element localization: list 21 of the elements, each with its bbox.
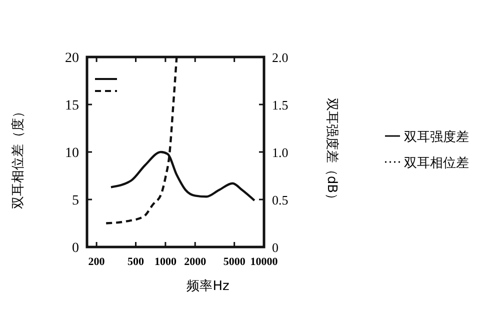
x-tick-label: 10000 (250, 256, 278, 268)
x-axis-title: 频率Hz (186, 278, 230, 294)
y-axis-title: 双耳相位差（度） (10, 105, 26, 209)
y2-tick-label: 1.5 (272, 98, 288, 112)
y2-tick-label: 1.0 (272, 145, 288, 160)
x-tick-label: 5000 (223, 256, 246, 268)
legend-label: 双耳相位差 (404, 156, 469, 171)
y2-tick-label: 0.5 (272, 192, 288, 208)
x-tick-label: 200 (88, 256, 106, 268)
y-tick-label: 10 (65, 146, 79, 161)
x-tick-label: 500 (128, 256, 145, 268)
y-tick-label: 20 (65, 51, 79, 66)
legend-label: 双耳强度差 (404, 129, 469, 145)
y2-tick-label: 2.0 (272, 50, 288, 65)
x-tick-label: 2000 (184, 256, 207, 268)
y-tick-label: 15 (65, 98, 79, 114)
y2-axis-title: 双耳强度差（dB） (324, 98, 340, 206)
y-tick-label: 5 (72, 194, 79, 208)
x-tick-label: 1000 (154, 256, 177, 268)
y-tick-label: 0 (72, 241, 79, 256)
y2-tick-label: 0 (272, 240, 278, 255)
